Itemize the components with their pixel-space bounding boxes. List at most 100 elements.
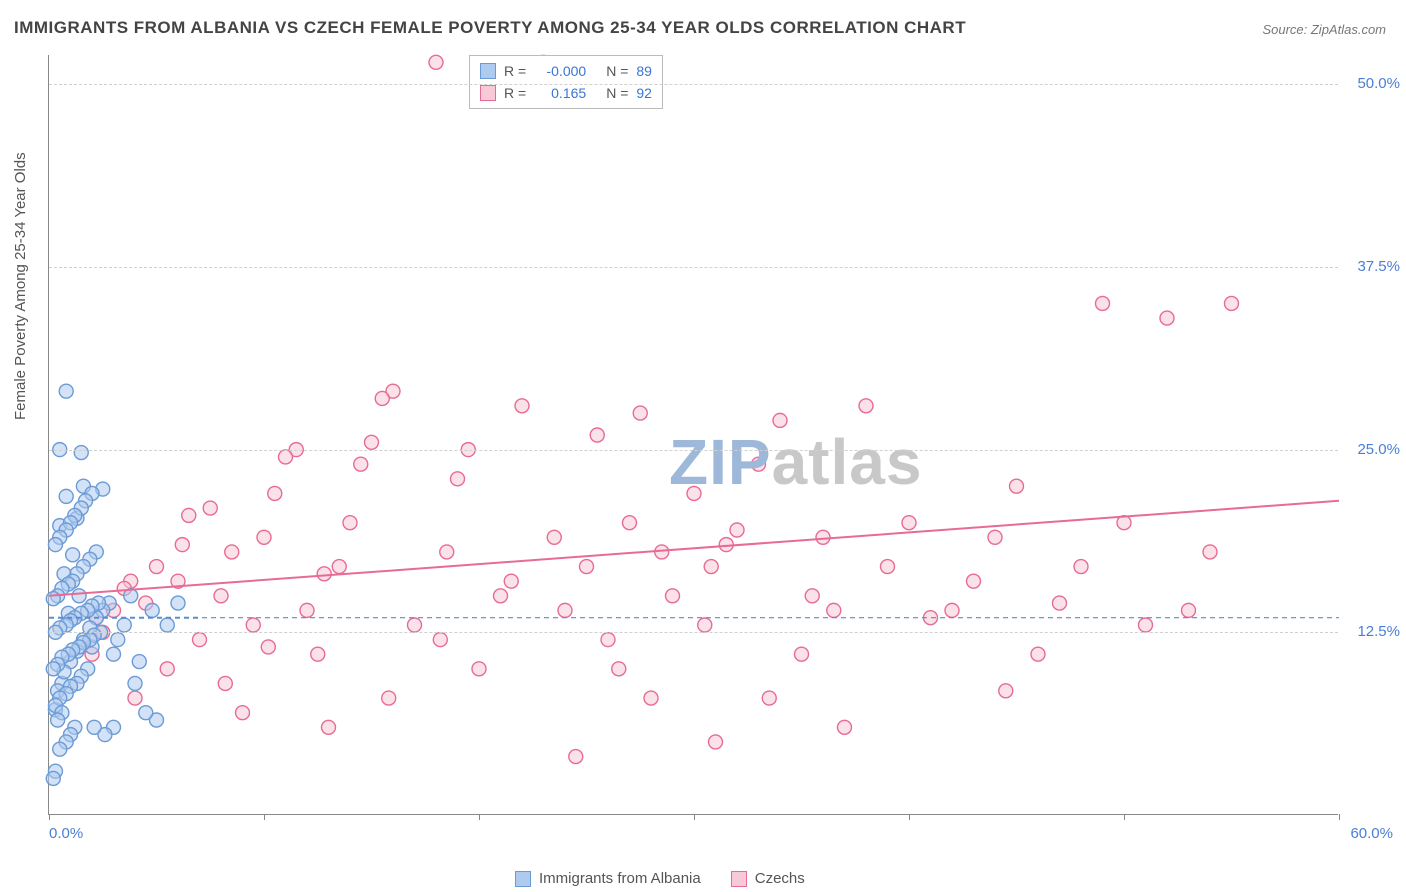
- legend-series-label: Immigrants from Albania: [539, 870, 701, 887]
- gridline-h: [49, 84, 1338, 85]
- legend-n-value: 89: [636, 63, 652, 79]
- data-point: [343, 516, 357, 530]
- data-point: [408, 618, 422, 632]
- data-point: [160, 662, 174, 676]
- data-point: [440, 545, 454, 559]
- legend-r-label: R =: [504, 63, 526, 79]
- data-point: [666, 589, 680, 603]
- data-point: [730, 523, 744, 537]
- data-point: [504, 574, 518, 588]
- x-tick: [909, 814, 910, 820]
- data-point: [762, 691, 776, 705]
- data-point: [59, 489, 73, 503]
- data-point: [354, 457, 368, 471]
- data-point: [633, 406, 647, 420]
- legend-n-label: N =: [606, 63, 628, 79]
- legend-r-value: -0.000: [534, 63, 586, 79]
- x-tick: [264, 814, 265, 820]
- data-point: [236, 706, 250, 720]
- data-point: [816, 530, 830, 544]
- data-point: [558, 603, 572, 617]
- data-point: [1225, 296, 1239, 310]
- data-point: [107, 647, 121, 661]
- data-point: [881, 560, 895, 574]
- legend-r-value: 0.165: [534, 85, 586, 101]
- legend-n-value: 92: [636, 85, 652, 101]
- data-point: [709, 735, 723, 749]
- trend-line: [49, 501, 1339, 596]
- gridline-h: [49, 450, 1338, 451]
- legend-swatch: [515, 871, 531, 887]
- data-point: [51, 713, 65, 727]
- data-point: [111, 633, 125, 647]
- data-point: [128, 691, 142, 705]
- data-point: [225, 545, 239, 559]
- data-point: [547, 530, 561, 544]
- data-point: [46, 592, 60, 606]
- data-point: [838, 720, 852, 734]
- x-tick: [1124, 814, 1125, 820]
- data-point: [1203, 545, 1217, 559]
- data-point: [160, 618, 174, 632]
- data-point: [623, 516, 637, 530]
- data-point: [175, 538, 189, 552]
- data-point: [53, 742, 67, 756]
- data-point: [257, 530, 271, 544]
- legend-stat-row: R =0.165N =92: [480, 82, 652, 104]
- data-point: [827, 603, 841, 617]
- data-point: [773, 413, 787, 427]
- data-point: [569, 750, 583, 764]
- data-point: [612, 662, 626, 676]
- data-point: [375, 391, 389, 405]
- legend-swatch: [731, 871, 747, 887]
- x-tick: [694, 814, 695, 820]
- data-point: [317, 567, 331, 581]
- data-point: [601, 633, 615, 647]
- legend-r-label: R =: [504, 85, 526, 101]
- y-tick-label: 50.0%: [1357, 75, 1400, 92]
- data-point: [494, 589, 508, 603]
- y-tick-label: 37.5%: [1357, 258, 1400, 275]
- data-point: [150, 560, 164, 574]
- data-point: [322, 720, 336, 734]
- data-point: [203, 501, 217, 515]
- y-tick-label: 12.5%: [1357, 623, 1400, 640]
- data-point: [644, 691, 658, 705]
- data-point: [1139, 618, 1153, 632]
- data-point: [72, 589, 86, 603]
- x-tick: [1339, 814, 1340, 820]
- plot-svg: [49, 55, 1338, 814]
- data-point: [132, 655, 146, 669]
- data-point: [182, 508, 196, 522]
- data-point: [1074, 560, 1088, 574]
- source-attribution: Source: ZipAtlas.com: [1262, 22, 1386, 37]
- data-point: [311, 647, 325, 661]
- legend-series: Immigrants from Albania Czechs: [515, 870, 805, 887]
- data-point: [87, 720, 101, 734]
- legend-swatch: [480, 63, 496, 79]
- data-point: [698, 618, 712, 632]
- data-point: [46, 662, 60, 676]
- legend-stat-row: R = -0.000 N = 89: [480, 60, 652, 82]
- data-point: [795, 647, 809, 661]
- data-point: [902, 516, 916, 530]
- plot-area: ZIPatlas R =-0.000N =89R =0.165N =92 12.…: [48, 55, 1338, 815]
- x-tick: [479, 814, 480, 820]
- data-point: [433, 633, 447, 647]
- legend-series-item: Czechs: [731, 870, 805, 887]
- x-origin-label: 0.0%: [49, 825, 83, 842]
- data-point: [999, 684, 1013, 698]
- data-point: [704, 560, 718, 574]
- legend-swatch: [480, 85, 496, 101]
- y-axis-label: Female Poverty Among 25-34 Year Olds: [12, 152, 29, 420]
- data-point: [1010, 479, 1024, 493]
- data-point: [59, 384, 73, 398]
- data-point: [300, 603, 314, 617]
- y-tick-label: 25.0%: [1357, 441, 1400, 458]
- data-point: [805, 589, 819, 603]
- data-point: [429, 55, 443, 69]
- data-point: [1031, 647, 1045, 661]
- data-point: [171, 596, 185, 610]
- data-point: [66, 548, 80, 562]
- data-point: [332, 560, 346, 574]
